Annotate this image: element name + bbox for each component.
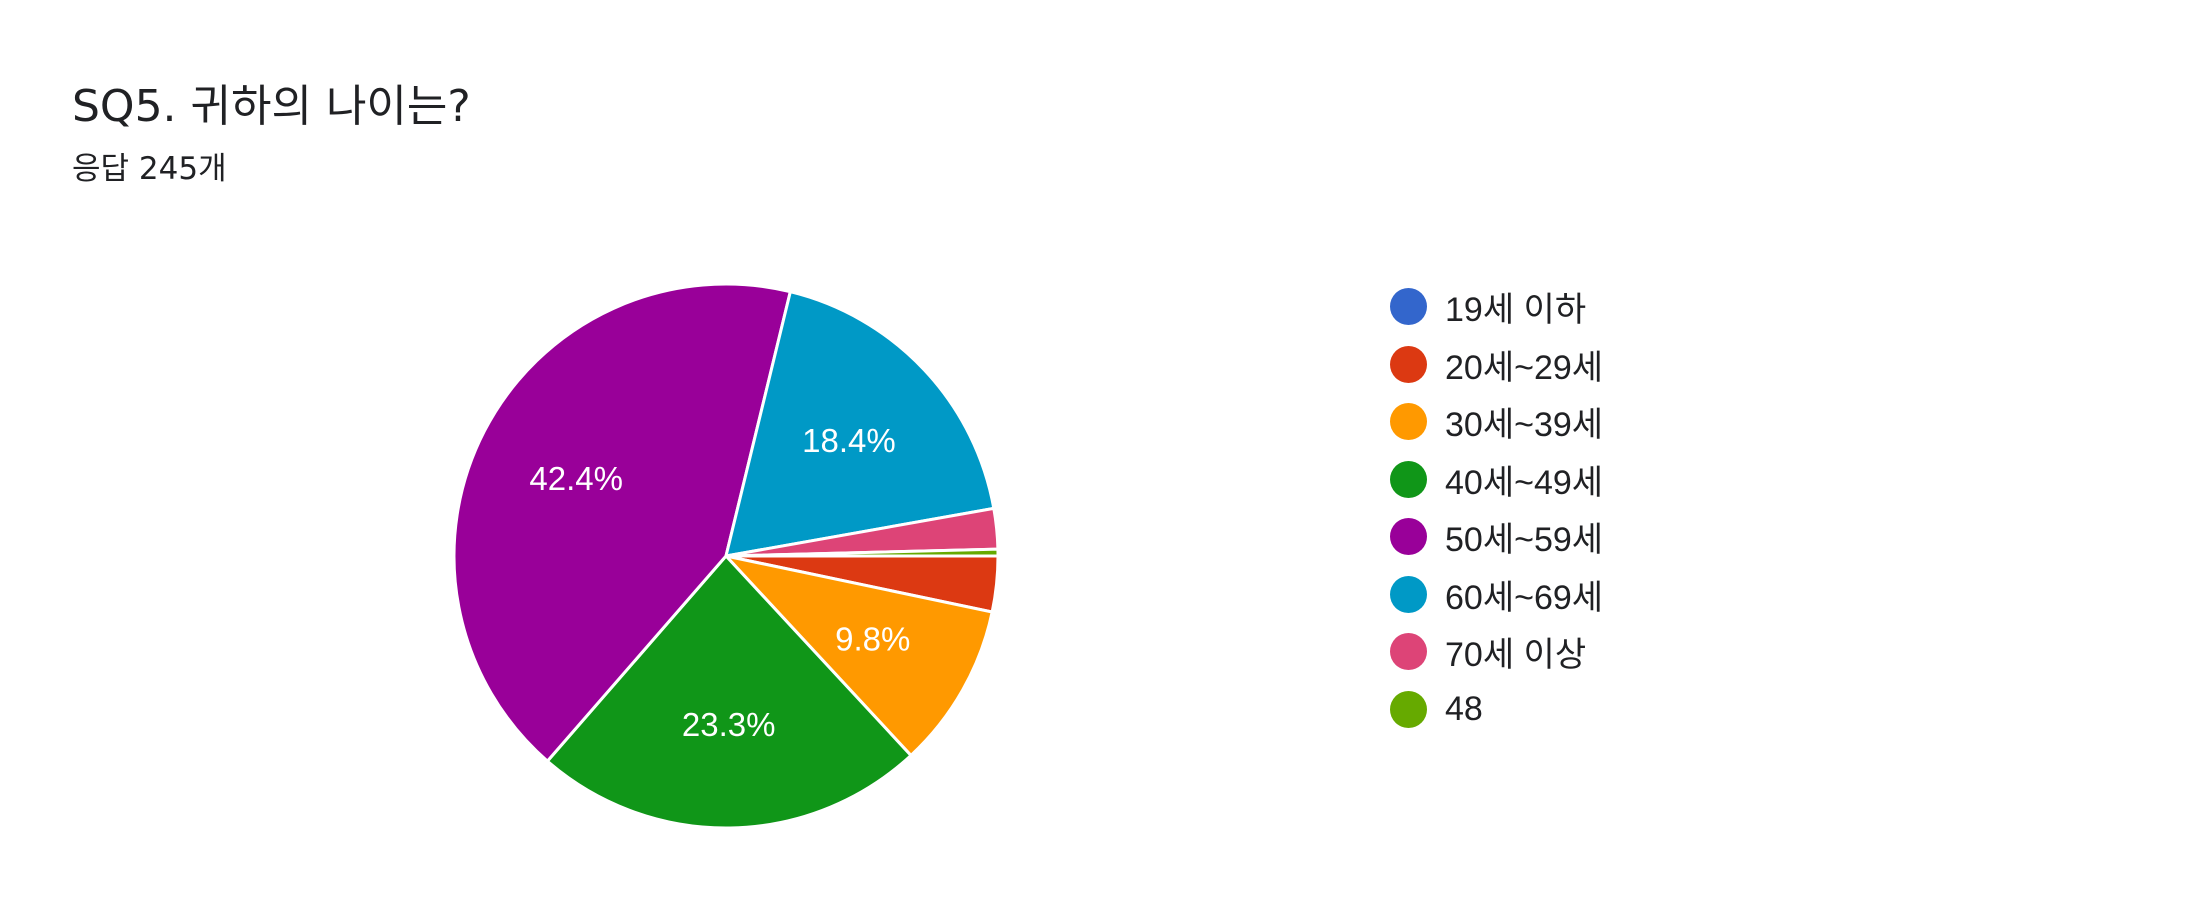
pie-slice-6 <box>723 289 996 558</box>
legend-label: 48 <box>1445 689 1483 728</box>
slice-data-label: 18.4% <box>802 422 896 459</box>
legend-item: 19세 이하 <box>1390 278 1603 336</box>
legend-swatch <box>1390 345 1427 383</box>
legend-label: 20세~29세 <box>1445 348 1604 387</box>
legend-label: 19세 이하 <box>1445 291 1587 330</box>
legend-swatch <box>1390 403 1427 441</box>
legend-item: 50세~59세 <box>1390 508 1603 566</box>
legend-label: 70세 이상 <box>1445 636 1587 675</box>
legend-swatch <box>1390 518 1427 556</box>
pie-slice-5 <box>452 282 793 764</box>
response-count: 응답 245개 <box>72 151 227 187</box>
legend-label: 50세~59세 <box>1445 521 1604 560</box>
legend-item: 70세 이상 <box>1390 623 1603 681</box>
chart-title: SQ5. 귀하의 나이는? <box>72 81 471 132</box>
legend: 19세 이하 20세~29세 30세~39세 40세~49세 50세~59세 60세~69… <box>1390 278 1603 738</box>
legend-item: 48 <box>1390 681 1603 739</box>
legend-swatch <box>1390 460 1427 498</box>
slice-data-label: 9.8% <box>835 621 910 658</box>
legend-item: 40세~49세 <box>1390 451 1603 509</box>
slice-data-label: 23.3% <box>682 706 776 743</box>
legend-label: 40세~49세 <box>1445 463 1604 502</box>
pie-slice-8 <box>725 547 1000 558</box>
legend-label: 60세~69세 <box>1445 578 1604 617</box>
pie-slice-3 <box>721 553 994 758</box>
legend-swatch <box>1390 633 1427 671</box>
slice-data-label: 42.4% <box>529 460 623 497</box>
legend-swatch <box>1390 690 1427 728</box>
legend-item: 30세~39세 <box>1390 393 1603 451</box>
legend-swatch <box>1390 288 1427 326</box>
pie-slice-4 <box>545 553 914 830</box>
legend-swatch <box>1390 575 1427 613</box>
legend-item: 20세~29세 <box>1390 336 1603 394</box>
legend-label: 30세~39세 <box>1445 406 1604 445</box>
legend-item: 60세~69세 <box>1390 566 1603 624</box>
